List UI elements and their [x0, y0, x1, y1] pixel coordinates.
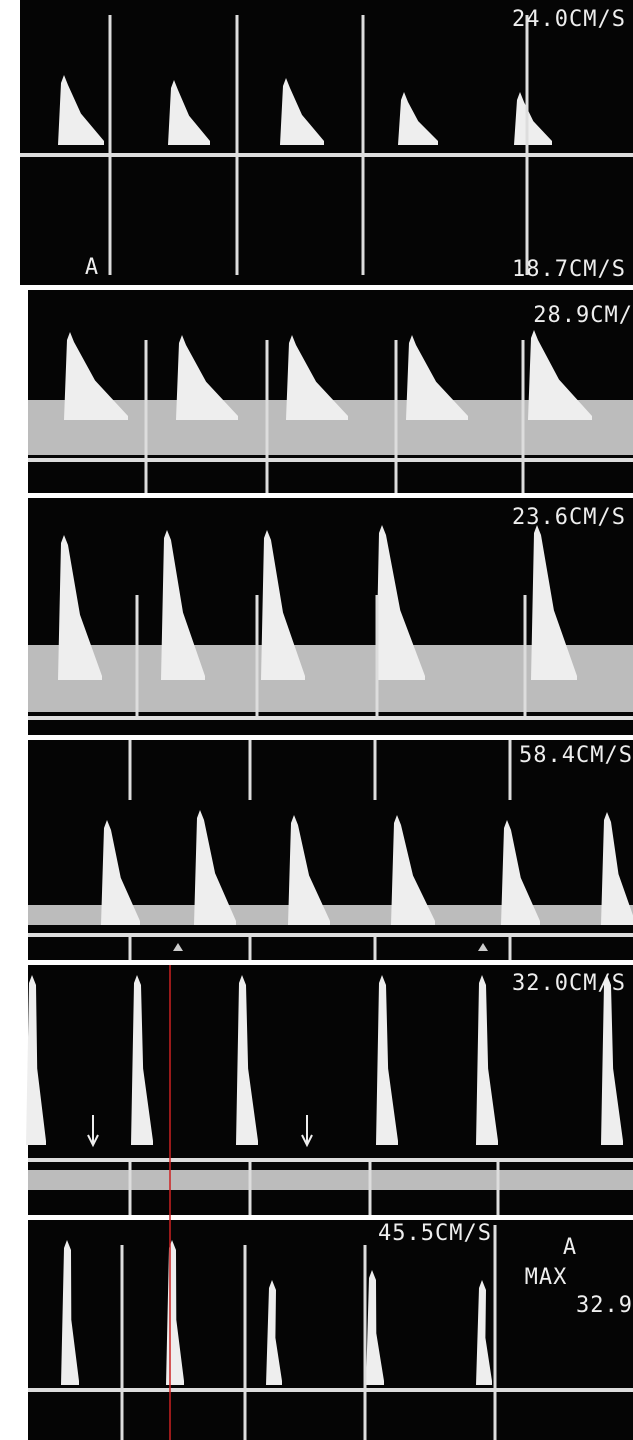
velocity-label: 32.0CM/S: [512, 971, 626, 996]
velocity-label: 58.4CM/S: [519, 743, 633, 768]
max-label: MAX: [525, 1265, 568, 1290]
spectral-band: [28, 1170, 633, 1190]
doppler-montage: 24.0CM/S A 18.7CM/S 28.9CM/ 23.6CM/S 58.…: [0, 0, 633, 1440]
side-label: A: [563, 1235, 577, 1260]
panel-background: [28, 1220, 633, 1440]
velocity-label: 24.0CM/S: [512, 7, 626, 32]
panel-label: A: [85, 255, 99, 280]
velocity-label: 45.5CM/S: [378, 1221, 492, 1246]
panels: [20, 0, 633, 1440]
panel-background: [28, 740, 633, 960]
velocity-label: 18.7CM/S: [512, 257, 626, 282]
max-value: 32.9: [576, 1293, 633, 1318]
velocity-label: 28.9CM/: [533, 303, 633, 328]
velocity-label: 23.6CM/S: [512, 505, 626, 530]
